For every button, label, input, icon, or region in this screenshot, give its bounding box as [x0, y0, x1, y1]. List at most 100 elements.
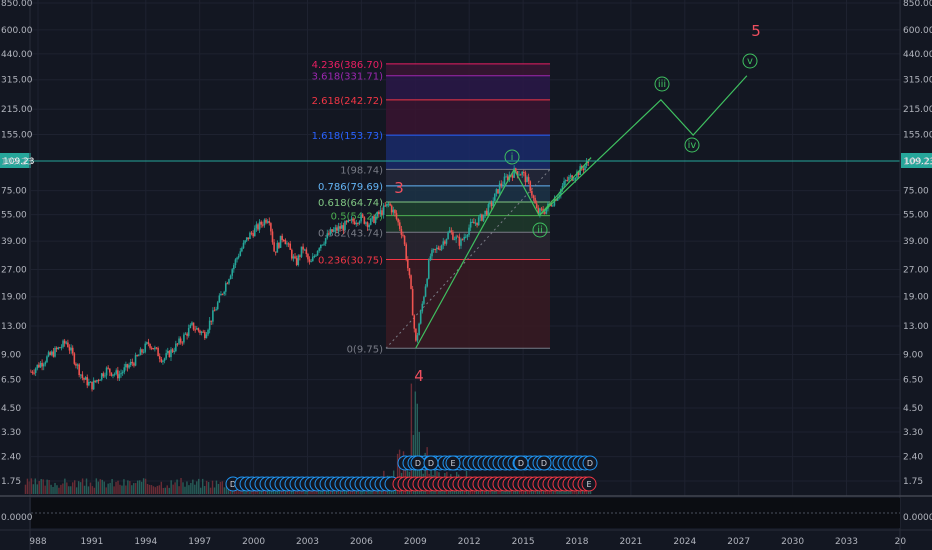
candle-body	[345, 221, 348, 223]
candle-body	[392, 209, 395, 213]
y-tick-label-right: 600.00	[903, 26, 932, 36]
candle-body	[63, 340, 66, 344]
candle-body	[239, 251, 242, 257]
x-tick-label[interactable]: 2018	[566, 537, 589, 547]
fib-level-label: 3.618(331.71)	[312, 72, 384, 83]
volume-bar	[42, 479, 44, 494]
price-candles	[30, 158, 590, 392]
volume-bar	[396, 453, 399, 494]
elliott-wave-projection[interactable]	[415, 75, 748, 349]
x-tick-label[interactable]: 988	[29, 537, 46, 547]
x-tick-label[interactable]: 2012	[458, 537, 481, 547]
candle-body	[466, 234, 469, 237]
candle-body	[468, 227, 470, 235]
volume-bar	[172, 484, 174, 494]
volume-bar	[164, 487, 166, 494]
candle-body	[284, 240, 287, 245]
event-badge[interactable]	[423, 455, 439, 471]
event-badge[interactable]	[445, 455, 461, 471]
event-badge[interactable]	[513, 455, 529, 471]
x-tick-label[interactable]: 2000	[242, 537, 265, 547]
x-tick-label[interactable]: 1991	[80, 537, 103, 547]
indicator-pane[interactable]	[31, 498, 900, 528]
volume-bar	[113, 486, 115, 494]
fib-zone	[386, 215, 550, 233]
x-tick-label[interactable]: 2009	[404, 537, 427, 547]
candle-body	[150, 347, 153, 349]
y-tick-label-right: 109.23	[903, 158, 932, 168]
x-tick-label[interactable]: 2015	[512, 537, 535, 547]
y-tick-label-right: 1.75	[903, 477, 923, 487]
candle-body	[139, 349, 142, 356]
candle-body	[534, 197, 536, 204]
event-badge-label: D	[230, 480, 236, 489]
candle-body	[207, 329, 209, 335]
volume-bar	[93, 487, 96, 494]
y-tick-label-right: 13.00	[903, 322, 929, 332]
volume-bar	[85, 478, 88, 494]
candle-body	[260, 221, 263, 225]
x-tick-label[interactable]: 2006	[350, 537, 373, 547]
event-badge-label: E	[586, 480, 591, 489]
candle-body	[429, 256, 432, 261]
dividend-earnings-markers[interactable]: D ED D E D D D	[225, 455, 598, 492]
y-tick-label-left: 55.00	[1, 211, 27, 221]
volume-bar	[140, 481, 143, 494]
candle-body	[318, 248, 321, 251]
candle-body	[540, 208, 543, 210]
volume-bar	[64, 478, 66, 494]
indicator-label-right: 0.0000	[903, 513, 932, 523]
candle-body	[411, 288, 414, 316]
x-tick-label[interactable]: 2030	[781, 537, 804, 547]
candle-body	[105, 367, 108, 376]
candle-body	[494, 193, 496, 201]
candle-body	[349, 220, 351, 222]
candle-body	[281, 235, 283, 240]
x-tick-label[interactable]: 1994	[134, 537, 157, 547]
candle-body	[331, 229, 333, 232]
event-badge[interactable]	[536, 455, 552, 471]
candle-body	[113, 373, 116, 375]
candle-body	[94, 380, 97, 382]
x-tick-label[interactable]: 20	[895, 537, 907, 547]
candle-body	[450, 230, 453, 233]
candle-body	[350, 218, 353, 221]
candle-body	[163, 358, 166, 361]
candle-body	[514, 168, 517, 172]
y-tick-label-right: 440.00	[903, 50, 932, 60]
volume-bar	[203, 486, 206, 494]
event-badge[interactable]	[581, 476, 597, 492]
candle-body	[42, 364, 45, 367]
candle-body	[334, 227, 337, 230]
x-tick-label[interactable]: 2027	[727, 537, 750, 547]
x-tick-label[interactable]: 2024	[673, 537, 696, 547]
candle-body	[437, 247, 440, 250]
volume-bar	[198, 478, 200, 494]
candle-body	[50, 351, 53, 355]
candle-body	[71, 347, 74, 354]
x-tick-label[interactable]: 2021	[619, 537, 642, 547]
candle-body	[276, 242, 279, 253]
y-tick-label-right: 55.00	[903, 211, 929, 221]
volume-bar	[123, 479, 125, 494]
y-tick-label-right: 215.00	[903, 105, 932, 115]
candle-body	[369, 218, 372, 225]
candle-body	[170, 349, 172, 358]
candle-body	[99, 379, 101, 381]
x-tick-label[interactable]: 2003	[296, 537, 319, 547]
volume-bar	[105, 487, 107, 494]
volume-bar	[52, 486, 54, 494]
candle-body	[337, 226, 340, 231]
candle-body	[67, 342, 69, 348]
candle-body	[361, 214, 364, 217]
volume-bar	[192, 479, 194, 494]
event-badge[interactable]	[582, 455, 598, 471]
volume-bar	[154, 487, 157, 494]
x-tick-label[interactable]: 1997	[188, 537, 211, 547]
candle-body	[321, 244, 324, 246]
x-tick-label[interactable]: 2033	[835, 537, 858, 547]
volume-bar	[30, 478, 33, 494]
candle-body	[324, 238, 327, 244]
